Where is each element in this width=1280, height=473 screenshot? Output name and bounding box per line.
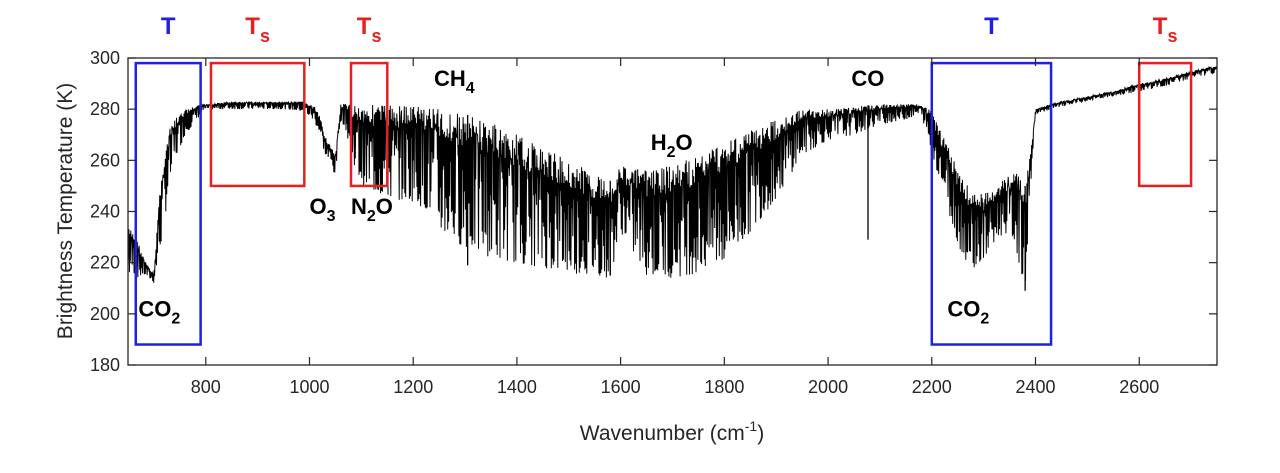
x-tick-label: 800 [191, 377, 221, 397]
molecule-label: O3 [310, 194, 336, 225]
y-axis-label: Brightness Temperature (K) [54, 83, 77, 339]
x-tick-label: 2400 [1015, 377, 1055, 397]
spectrum-line [127, 65, 1218, 283]
region-box [209, 61, 306, 188]
x-tick-label: 2600 [1119, 377, 1159, 397]
molecule-label: CO [851, 66, 884, 91]
molecule-label: N2O [351, 194, 393, 225]
region-box [930, 61, 1053, 346]
molecule-label: CH4 [434, 66, 475, 97]
region-box-label: T [984, 13, 999, 40]
y-tick-label: 200 [90, 304, 120, 324]
x-tick-label: 1600 [601, 377, 641, 397]
region-boxes [134, 61, 1193, 346]
y-axis-ticks: 180 200 220 240 260 280 300 [90, 48, 1217, 375]
y-tick-label: 240 [90, 202, 120, 222]
region-box-label: Ts [1153, 13, 1178, 46]
box-labels: T Ts Ts T Ts [161, 13, 1178, 46]
region-box-label: Ts [357, 13, 382, 46]
y-tick-label: 220 [90, 253, 120, 273]
y-tick-label: 260 [90, 150, 120, 170]
y-tick-label: 300 [90, 48, 120, 68]
x-tick-label: 1800 [704, 377, 744, 397]
region-box [134, 61, 202, 346]
y-tick-label: 180 [90, 355, 120, 375]
spectrum-series [127, 65, 1218, 291]
x-axis-ticks: 800 1000 1200 1400 1600 1800 2000 2200 2400 2600 [191, 58, 1159, 397]
x-tick-label: 1000 [289, 377, 329, 397]
region-box-label: T [161, 13, 176, 40]
region-box [1137, 61, 1193, 188]
y-tick-label: 280 [90, 99, 120, 119]
x-tick-label: 2200 [912, 377, 952, 397]
plot-area: CO2 O3 N2O CH4 H2O CO CO2 [127, 57, 1218, 366]
molecule-label: CO2 [947, 296, 989, 327]
molecule-label: CO2 [138, 296, 180, 327]
region-box-label: Ts [245, 13, 270, 46]
molecule-label: H2O [651, 130, 693, 161]
region-box [349, 61, 389, 188]
x-tick-label: 2000 [808, 377, 848, 397]
x-tick-label: 1200 [393, 377, 433, 397]
molecule-annotations: CO2 O3 N2O CH4 H2O CO CO2 [138, 66, 989, 327]
x-tick-label: 1400 [497, 377, 537, 397]
x-axis-label: Wavenumber (cm-1) [580, 418, 764, 445]
